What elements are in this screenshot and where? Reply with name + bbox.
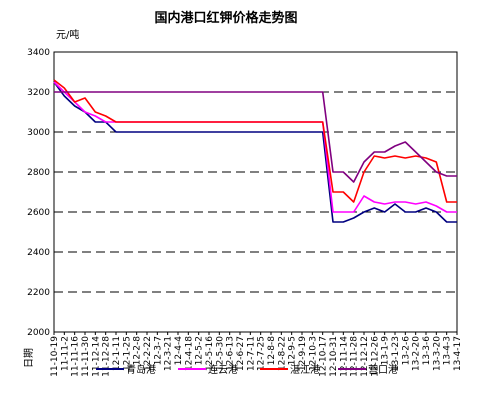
y-axis-label: 元/吨 (56, 28, 79, 41)
x-tick-labels: 11-10-19 11-11-2 11-11-16 11-11-30 11-12-14 1… (50, 332, 463, 377)
x-tick-label: 13-3-20 (432, 336, 442, 371)
legend-label: 营口港 (368, 363, 398, 376)
x-tick-label: 12-8-8 (267, 336, 277, 366)
legend: 青岛港 连云港 湛江港 营口港 (96, 363, 398, 376)
x-tick-label: 12-5-30 (215, 336, 225, 371)
y-tick-label: 3200 (27, 88, 50, 98)
x-tick-label: 12-1-11 (112, 336, 122, 371)
plot-frame (53, 51, 458, 333)
x-tick-label: 12-6-13 (226, 336, 236, 371)
x-tick-label: 11-12-28 (102, 336, 112, 377)
y-tick-label: 2000 (27, 328, 50, 338)
series-line-连云港 (53, 81, 457, 213)
x-tick-label: 12-9-5 (288, 336, 298, 365)
y-tick-label: 2800 (27, 168, 50, 178)
x-tick-label: 12-2-22 (143, 336, 153, 371)
x-tick-label: 12-10-17 (319, 336, 329, 377)
x-tick-label: 11-12-14 (91, 336, 101, 377)
y-tick-label: 3400 (27, 48, 50, 58)
x-tick-label: 12-2-8 (133, 336, 143, 366)
x-tick-label: 11-11-2 (60, 336, 70, 371)
x-tick-label: 13-2-20 (412, 336, 422, 371)
y-tick-label: 3000 (27, 128, 50, 138)
x-tick-label: 12-8-22 (277, 336, 287, 371)
x-tick-label: 12-11-14 (339, 336, 349, 377)
x-tick-label: 12-10-3 (308, 336, 318, 371)
x-tick-label: 12-12-12 (360, 336, 370, 377)
x-tick-label: 12-10-31 (329, 336, 339, 377)
legend-label: 青岛港 (126, 363, 156, 376)
x-tick-label: 12-9-19 (298, 336, 308, 371)
x-tick-label: 12-1-25 (122, 336, 132, 371)
legend-label: 连云港 (208, 363, 238, 376)
x-tick-label: 11-11-30 (81, 336, 91, 377)
legend-label: 湛江港 (290, 364, 320, 376)
y-tick-label: 2600 (27, 208, 50, 218)
x-tick-label: 11-11-16 (71, 336, 81, 377)
y-tick-labels: 2000 2200 2400 2600 2800 3000 3200 3400 (27, 48, 50, 338)
x-tick-label: 12-5-16 (205, 336, 215, 371)
x-tick-label: 12-12-26 (370, 336, 380, 377)
x-tick-label: 12-4-4 (174, 336, 184, 366)
chart-title: 国内港口红钾价格走势图 (154, 10, 297, 26)
x-tick-label: 12-7-11 (246, 336, 256, 371)
x-tick-label: 13-3-6 (422, 336, 432, 366)
x-tick-label: 12-6-27 (236, 336, 246, 371)
x-tick-label: 12-11-28 (350, 336, 360, 377)
series-lines (53, 79, 457, 223)
y-tick-label: 2400 (27, 248, 50, 258)
series-line-青岛港 (53, 81, 457, 223)
series-line-湛江港 (53, 79, 457, 203)
x-tick-label: 13-4-3 (443, 336, 453, 365)
x-tick-label: 12-3-21 (164, 336, 174, 371)
x-tick-label: 12-7-25 (257, 336, 267, 371)
x-tick-label: 13-1-23 (391, 336, 401, 371)
x-tick-label: 12-3-7 (153, 336, 163, 365)
x-tick-label: 12-5-2 (195, 336, 205, 365)
x-tick-label: 13-1-9 (381, 336, 391, 366)
x-tick-label: 12-4-18 (184, 336, 194, 371)
x-tick-label: 11-10-19 (50, 336, 60, 377)
x-tick-label: 13-2-6 (401, 336, 411, 366)
x-tick-label: 13-4-17 (453, 336, 463, 371)
series-line-营口港 (54, 91, 457, 183)
y-tick-label: 2200 (27, 288, 50, 298)
x-axis-label: 日期 (23, 348, 35, 368)
